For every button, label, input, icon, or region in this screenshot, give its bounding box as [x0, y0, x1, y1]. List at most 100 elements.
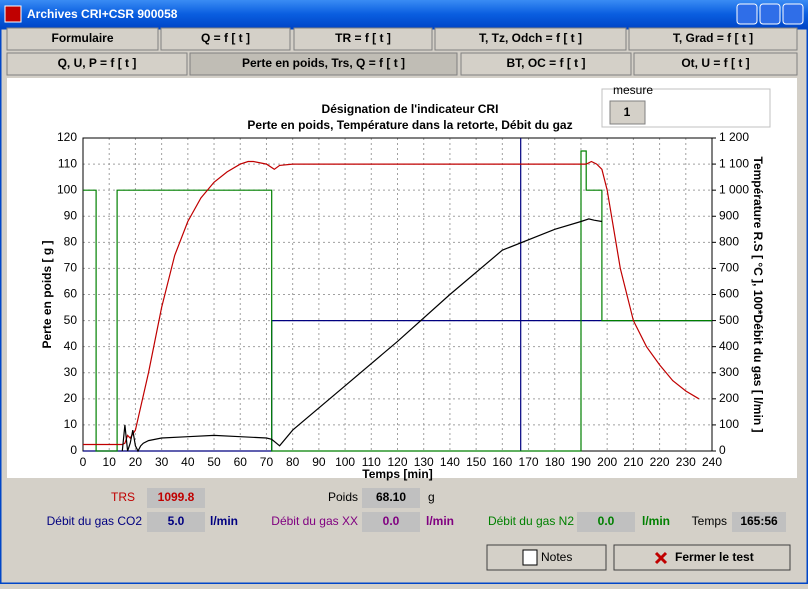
tab[interactable]	[633, 52, 798, 76]
x-tick-label: 170	[519, 455, 539, 469]
y-tick-label: 110	[58, 156, 77, 170]
x-tick-label: 160	[492, 455, 512, 469]
x-tick-label: 120	[387, 455, 407, 469]
tab-label[interactable]: Perte en poids, Trs, Q = f [ t ]	[242, 56, 405, 70]
x-tick-label: 10	[103, 455, 117, 469]
y-tick-label: 10	[64, 417, 78, 431]
y2-tick-label: 300	[719, 365, 739, 379]
x-tick-label: 140	[440, 455, 460, 469]
tab[interactable]	[160, 27, 291, 51]
maximize-button[interactable]	[759, 3, 781, 25]
y-tick-label: 70	[64, 261, 78, 275]
x-tick-label: 50	[207, 455, 221, 469]
reading-value: 0.0	[598, 514, 615, 528]
measure-label: mesure	[613, 83, 653, 97]
tab[interactable]	[189, 52, 458, 76]
y2-tick-label: 1 100	[719, 156, 749, 170]
tab[interactable]	[460, 52, 632, 76]
tab[interactable]	[434, 27, 627, 51]
x-tick-label: 150	[466, 455, 486, 469]
chart-title: Désignation de l'indicateur CRI	[322, 102, 499, 116]
x-tick-label: 40	[181, 455, 195, 469]
tab-label[interactable]: Formulaire	[51, 31, 113, 45]
reading-label: Débit du gas N2	[488, 514, 574, 528]
tab-label[interactable]: T, Tz, Odch = f [ t ]	[479, 31, 582, 45]
tab[interactable]	[6, 52, 188, 76]
x-tick-label: 220	[650, 455, 670, 469]
y2-tick-label: 700	[719, 261, 739, 275]
button[interactable]	[613, 544, 791, 571]
y2-tick-label: 1 200	[719, 130, 749, 144]
tab-label[interactable]: T, Grad = f [ t ]	[673, 31, 753, 45]
y2-tick-label: 0	[719, 443, 726, 457]
reading-value: 165:56	[740, 514, 778, 528]
button-label[interactable]: Notes	[541, 550, 572, 564]
reading-label: Débit du gas XX	[271, 514, 358, 528]
reading-box	[147, 512, 205, 532]
y2-tick-label: 200	[719, 391, 739, 405]
content-panel	[7, 78, 797, 478]
x-tick-label: 90	[312, 455, 326, 469]
x-tick-label: 240	[702, 455, 722, 469]
reading-unit: g	[428, 490, 435, 504]
x-axis-label: Temps [min]	[362, 467, 432, 481]
tab[interactable]	[6, 27, 159, 51]
x-tick-label: 130	[414, 455, 434, 469]
measure-box	[609, 100, 646, 125]
x-tick-label: 210	[623, 455, 643, 469]
x-tick-label: 80	[286, 455, 300, 469]
reading-unit: l/min	[642, 514, 670, 528]
x-tick-label: 60	[234, 455, 248, 469]
title-bar	[0, 0, 808, 28]
reading-value: 68.10	[376, 490, 406, 504]
y-tick-label: 120	[57, 130, 77, 144]
y2-tick-label: 500	[719, 313, 739, 327]
x-tick-label: 180	[545, 455, 565, 469]
y-tick-label: 50	[64, 313, 78, 327]
button-label[interactable]: Fermer le test	[675, 550, 754, 564]
y2-tick-label: 800	[719, 235, 739, 249]
minimize-button[interactable]	[736, 3, 758, 25]
y-tick-label: 20	[64, 391, 78, 405]
series-line	[83, 150, 712, 452]
y-tick-label: 40	[64, 339, 78, 353]
reading-label: TRS	[111, 490, 135, 504]
app-icon	[4, 5, 22, 23]
tab-label[interactable]: TR = f [ t ]	[335, 31, 391, 45]
reading-label: Temps	[692, 514, 727, 528]
tab-label[interactable]: BT, OC = f [ t ]	[507, 56, 586, 70]
tab[interactable]	[628, 27, 798, 51]
y2-axis-label: Température R.S [ °C ], 100*Débit du gas…	[751, 157, 765, 433]
tab[interactable]	[293, 27, 433, 51]
x-tick-label: 200	[597, 455, 617, 469]
y2-tick-label: 100	[719, 417, 739, 431]
y2-tick-label: 900	[719, 208, 739, 222]
x-tick-label: 20	[129, 455, 143, 469]
tab-label[interactable]: Q, U, P = f [ t ]	[58, 56, 137, 70]
reading-value: 5.0	[168, 514, 185, 528]
close-button[interactable]	[782, 3, 804, 25]
chart-subtitle: Perte en poids, Température dans la reto…	[247, 118, 572, 132]
notes-icon	[522, 549, 538, 566]
y2-tick-label: 1 000	[719, 182, 749, 196]
x-tick-label: 70	[260, 455, 274, 469]
close-icon	[654, 551, 668, 565]
series-line	[121, 218, 602, 453]
reading-label: Débit du gas CO2	[47, 514, 143, 528]
y2-tick-label: 400	[719, 339, 739, 353]
tab-label[interactable]: Ot, U = f [ t ]	[681, 56, 749, 70]
reading-label: Poids	[328, 490, 358, 504]
y-axis-label: Perte en poids [ g ]	[40, 240, 54, 348]
y-tick-label: 100	[57, 182, 77, 196]
x-tick-label: 30	[155, 455, 169, 469]
y-tick-label: 60	[64, 287, 78, 301]
x-tick-label: 230	[676, 455, 696, 469]
reading-box	[362, 488, 420, 508]
x-tick-label: 110	[362, 455, 381, 469]
button[interactable]	[486, 544, 607, 571]
tab-label[interactable]: Q = f [ t ]	[201, 31, 250, 45]
x-tick-label: 100	[335, 455, 355, 469]
reading-box	[732, 512, 786, 532]
